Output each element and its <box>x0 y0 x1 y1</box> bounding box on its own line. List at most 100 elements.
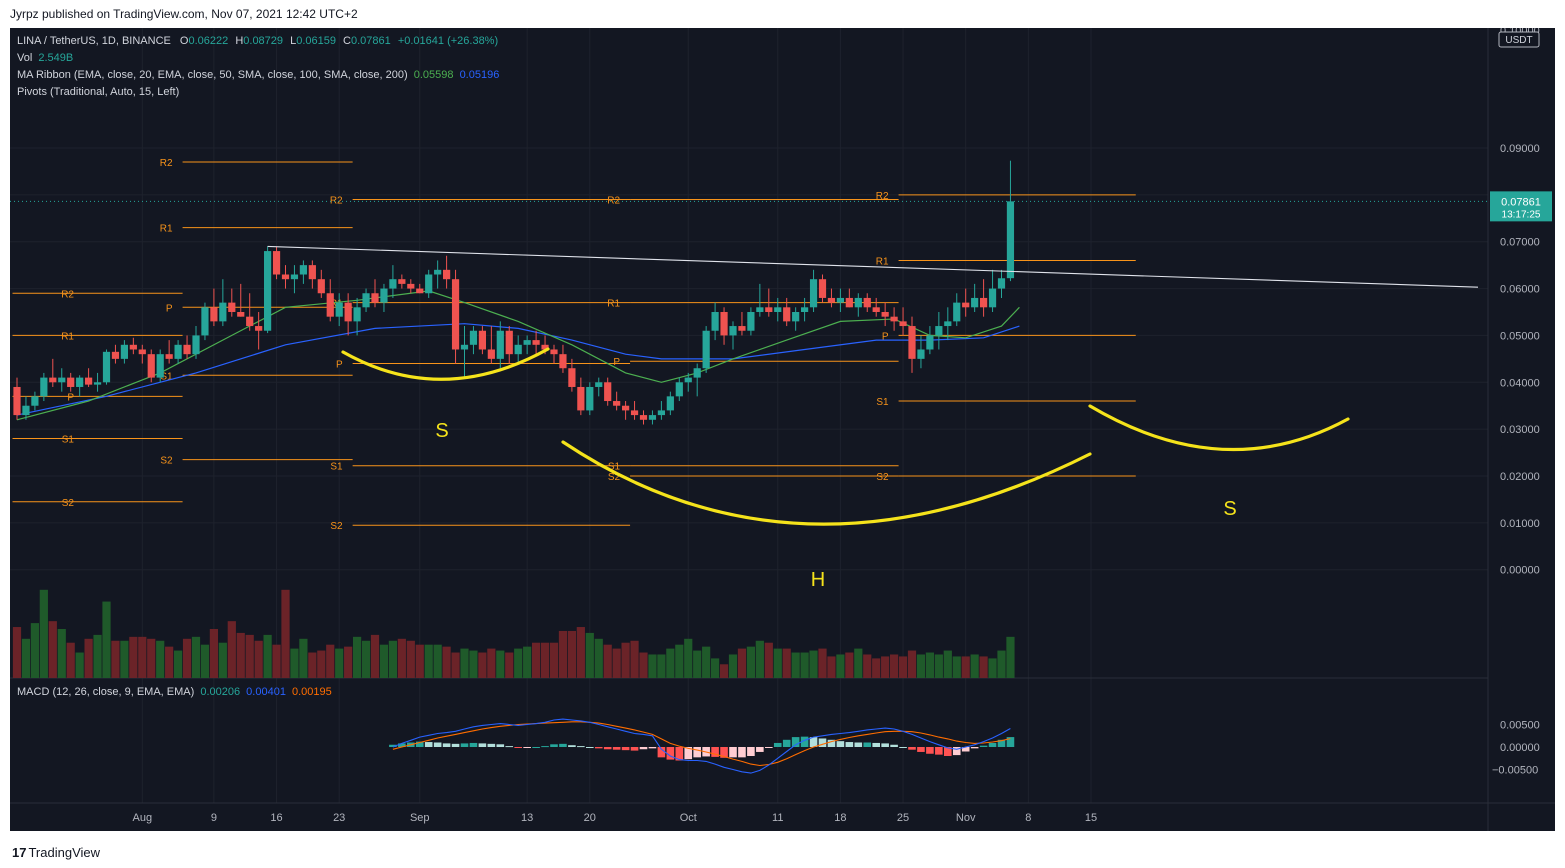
ma-ribbon-label[interactable]: MA Ribbon (EMA, close, 20, EMA, close, 5… <box>17 69 408 81</box>
pivot-label-s2: S2 <box>62 498 75 509</box>
volume-bar <box>111 640 120 678</box>
tradingview-logo[interactable]: 17 TradingView <box>12 845 100 860</box>
macd-histogram-bar <box>729 747 737 758</box>
volume-bar <box>84 638 93 678</box>
low-value: 0.06159 <box>296 35 336 47</box>
macd-histogram-bar <box>926 747 934 754</box>
volume-bar <box>415 644 424 678</box>
chart-area[interactable]: R2R1PS1S2R2R1PS1S2R2R1PS1S2R2R1PS1S2R2R1… <box>10 28 1555 831</box>
volume-bar <box>129 636 138 678</box>
pivots-label[interactable]: Pivots (Traditional, Auto, 15, Left) <box>17 86 180 98</box>
macd-histogram-bar <box>398 743 406 747</box>
macd-histogram-bar <box>765 747 773 748</box>
candle-body <box>156 354 164 378</box>
candle-body <box>49 377 57 383</box>
volume-bar <box>943 650 952 678</box>
macd-histogram-bar <box>433 742 442 747</box>
candle-body <box>756 307 764 312</box>
pivot-label-r2: R2 <box>607 196 620 207</box>
volume-bar <box>1006 636 1015 678</box>
symbol-title[interactable]: LINA / TetherUS, 1D, BINANCE <box>17 35 171 47</box>
macd-histogram-bar <box>818 738 827 747</box>
volume-bar <box>648 654 657 678</box>
macd-axis-label: −0.00500 <box>1492 765 1538 777</box>
candle-body <box>818 279 827 298</box>
candle-body <box>559 354 567 369</box>
volume-label[interactable]: Vol <box>17 52 33 64</box>
volume-bar <box>845 652 854 678</box>
volume-bar <box>988 658 997 678</box>
volume-bar <box>719 664 729 678</box>
volume-bar <box>549 642 559 678</box>
macd-label[interactable]: MACD (12, 26, close, 9, EMA, EMA) <box>17 686 195 698</box>
volume-bar <box>737 648 747 678</box>
volume-bar <box>925 652 934 678</box>
pivot-label-r1: R1 <box>61 331 74 342</box>
volume-bar <box>138 636 147 678</box>
macd-histogram-bar <box>944 747 952 756</box>
candle-body <box>648 415 657 420</box>
candle-body <box>988 288 997 308</box>
ma-ribbon-value-1: 0.05598 <box>413 69 454 81</box>
candle-body <box>693 368 701 378</box>
candle-body <box>917 349 925 359</box>
volume-bar <box>469 650 478 678</box>
candle-body <box>389 279 397 289</box>
candle-body <box>67 377 75 387</box>
candle-body <box>76 377 84 387</box>
volume-bar <box>451 652 460 678</box>
volume-bar <box>191 636 201 678</box>
candle-body <box>380 288 388 303</box>
candle-body <box>317 279 325 294</box>
time-axis-label: Sep <box>410 812 430 824</box>
macd-histogram-bar <box>899 747 907 748</box>
volume-bar <box>344 646 353 678</box>
tradingview-logo-icon: 17 <box>12 845 27 860</box>
time-axis-label: 20 <box>584 812 596 824</box>
price-axis-label: 0.02000 <box>1500 471 1540 483</box>
macd-histogram-bar <box>451 743 460 747</box>
macd-histogram-bar <box>594 747 603 749</box>
candle-body <box>451 279 460 350</box>
time-axis-label: 15 <box>1085 812 1097 824</box>
volume-value: 2.549B <box>38 52 74 64</box>
macd-histogram-bar <box>675 747 684 761</box>
candle-body <box>308 265 316 280</box>
candle-body <box>550 349 558 355</box>
pivots-legend: Pivots (Traditional, Auto, 15, Left) <box>17 86 179 98</box>
volume-bar <box>299 638 308 678</box>
macd-histogram-bar <box>478 743 487 747</box>
macd-histogram-bar <box>908 747 916 750</box>
macd-histogram-bar <box>550 744 558 747</box>
volume-bar <box>523 646 532 678</box>
macd-axis-label: 0.00000 <box>1500 742 1540 754</box>
ma-ribbon-value-2: 0.05196 <box>459 69 500 81</box>
candle-body <box>111 351 120 359</box>
volume-bar <box>496 650 505 678</box>
macd-histogram-bar <box>541 746 549 748</box>
macd-histogram-bar <box>872 742 880 747</box>
time-axis-label: 13 <box>521 812 533 824</box>
macd-histogram-bar <box>747 747 755 756</box>
candle-body <box>255 326 263 331</box>
price-axis-label: 0.04000 <box>1500 377 1540 389</box>
candle-body <box>344 302 352 322</box>
candle-body <box>720 311 728 336</box>
time-axis-label: 16 <box>270 812 282 824</box>
volume-bar <box>639 652 648 678</box>
candle-body <box>997 278 1006 289</box>
macd-histogram-bar <box>756 747 764 752</box>
volume-bar <box>532 642 541 678</box>
volume-bar <box>236 632 245 678</box>
high-value: 0.08729 <box>243 35 284 47</box>
volume-bar <box>836 654 845 678</box>
last-price-tag <box>1490 191 1552 222</box>
candle-body <box>675 382 683 397</box>
pivot-label-s2: S2 <box>608 472 621 483</box>
volume-bar <box>147 638 156 678</box>
candle-body <box>496 330 504 359</box>
currency-box <box>1498 31 1540 48</box>
price-chart-svg[interactable]: R2R1PS1S2R2R1PS1S2R2R1PS1S2R2R1PS1S2R2R1… <box>10 28 1555 831</box>
volume-bar <box>540 642 550 678</box>
annotation-left-shoulder: S <box>435 420 448 442</box>
